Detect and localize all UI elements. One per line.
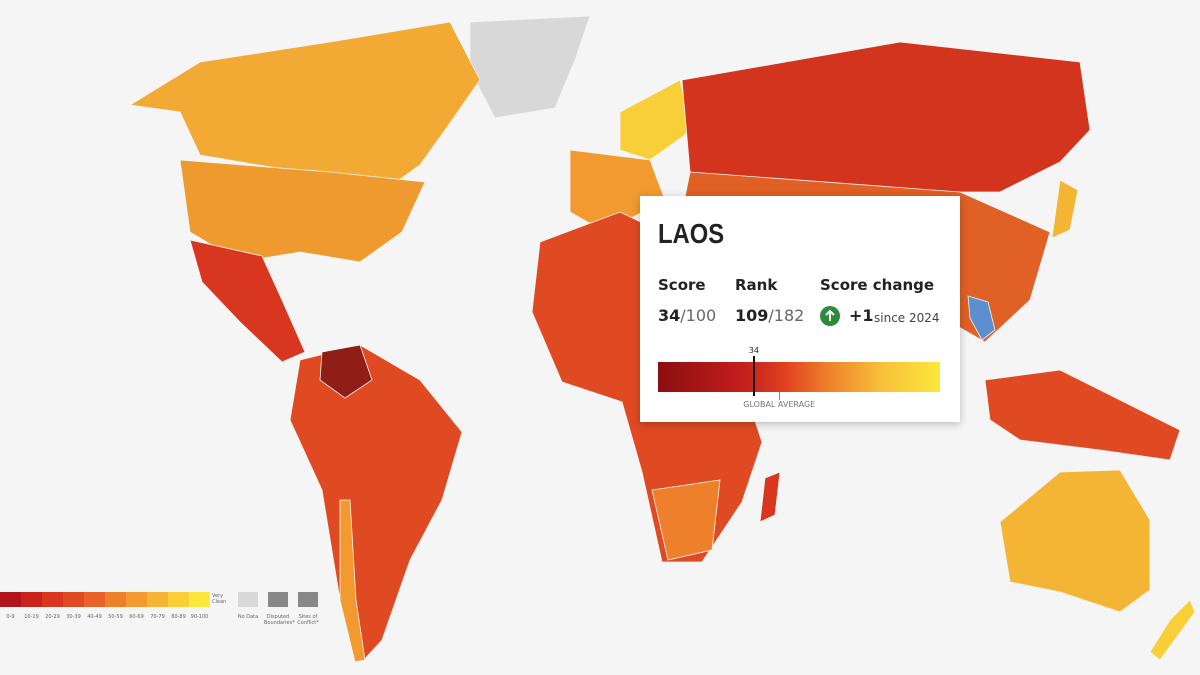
legend-label: 0-9 xyxy=(6,614,15,620)
canada xyxy=(128,21,481,191)
legend-label: 20-29 xyxy=(45,614,60,620)
rank: 109 xyxy=(735,306,769,325)
rank-label: Rank xyxy=(735,276,778,294)
legend-label: 80-89 xyxy=(171,614,186,620)
venezuela xyxy=(319,344,373,399)
legend-label: 50-59 xyxy=(108,614,123,620)
very-clean-label: Very Clean xyxy=(212,593,227,605)
legend-swatch xyxy=(147,592,168,607)
legend-label: Disputed Boundaries* xyxy=(264,614,295,626)
country-name: LAOS xyxy=(658,218,725,249)
score-marker xyxy=(752,356,755,396)
score-marker-label: 34 xyxy=(748,346,759,355)
legend-label: 60-69 xyxy=(129,614,144,620)
global-average-marker xyxy=(779,392,781,400)
rank-value: 109/182 xyxy=(735,306,804,325)
legend-label: Sites of Conflict* xyxy=(297,614,319,626)
madagascar xyxy=(759,471,781,523)
global-average-label: GLOBAL AVERAGE xyxy=(743,400,816,409)
legend-label: 10-19 xyxy=(24,614,39,620)
country-tooltip: LAOS Score Rank Score change 34/100 109/… xyxy=(640,196,960,422)
legend-label: No Data xyxy=(237,614,259,620)
legend-swatch xyxy=(268,592,288,607)
southern-africa xyxy=(651,479,721,561)
legend-swatch xyxy=(105,592,126,607)
change: +1 xyxy=(849,306,874,325)
mexico xyxy=(189,239,306,363)
score-label: Score xyxy=(658,276,706,294)
up-arrow-icon xyxy=(820,306,840,326)
legend-swatch xyxy=(238,592,258,607)
australia xyxy=(999,469,1151,613)
score-scale xyxy=(658,362,940,392)
change-since: since 2024 xyxy=(874,311,940,325)
legend-swatch xyxy=(298,592,318,607)
legend-swatch xyxy=(63,592,84,607)
legend-label: 30-39 xyxy=(66,614,81,620)
legend-swatch xyxy=(126,592,147,607)
laos xyxy=(967,295,996,341)
legend-swatch xyxy=(0,592,21,607)
change-value: +1 xyxy=(849,306,874,325)
change-label: Score change xyxy=(820,276,935,294)
scandinavia xyxy=(619,79,693,161)
japan xyxy=(1051,179,1079,239)
chile xyxy=(339,499,366,663)
south-america xyxy=(289,344,463,663)
legend-label: 40-49 xyxy=(87,614,102,620)
southeast-asia xyxy=(984,369,1181,461)
new-zealand xyxy=(1149,599,1196,661)
greenland xyxy=(469,15,591,119)
legend-swatch xyxy=(84,592,105,607)
legend-label: 90-100 xyxy=(190,614,209,620)
score-out-of: /100 xyxy=(680,306,717,325)
usa xyxy=(179,159,426,263)
score: 34 xyxy=(658,306,681,325)
rank-out-of: /182 xyxy=(768,306,805,325)
legend-swatch xyxy=(189,592,210,607)
legend-label: 70-79 xyxy=(150,614,165,620)
legend-swatch xyxy=(168,592,189,607)
legend-swatch xyxy=(42,592,63,607)
score-value: 34/100 xyxy=(658,306,716,325)
legend-swatch xyxy=(21,592,42,607)
